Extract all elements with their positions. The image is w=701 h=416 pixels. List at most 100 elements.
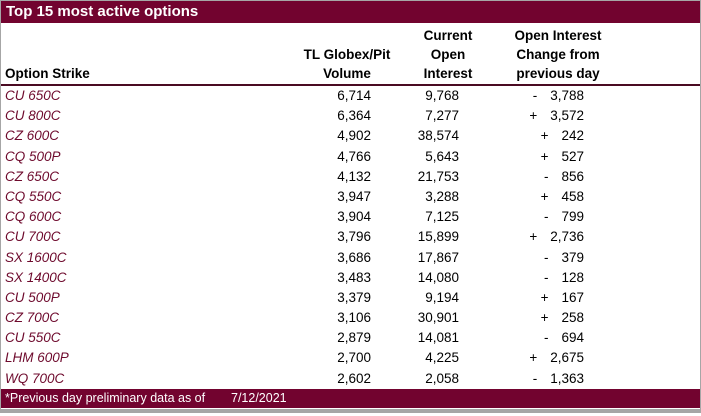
change-sign: + — [540, 289, 549, 305]
volume-header-line2: Volume — [323, 66, 371, 81]
change-value: 3,788 — [550, 88, 584, 103]
row-spacer — [623, 126, 700, 146]
open-interest-cell: 14,081 — [417, 330, 459, 346]
table-title: Top 15 most active options — [6, 3, 199, 20]
volume-cell: 3,379 — [337, 289, 371, 305]
change-value: 167 — [561, 289, 584, 305]
option-strike-cell: CQ 600C — [5, 209, 62, 225]
change-value: 128 — [561, 269, 584, 285]
open-interest-cell: 21,753 — [417, 168, 459, 184]
table-row: CU 650C 6,714 9,768 - 3,788 — [1, 86, 700, 106]
option-strike-cell: SX 1600C — [5, 249, 67, 265]
change-value: 2,736 — [550, 229, 584, 245]
oi-change-header-line1: Open Interest — [514, 28, 602, 43]
volume-cell: 3,947 — [337, 188, 371, 204]
option-strike-cell: CU 500P — [5, 289, 60, 305]
option-strike-cell: CU 800C — [5, 108, 61, 124]
volume-cell: 4,766 — [337, 148, 371, 164]
header-divider-line — [1, 84, 700, 86]
row-spacer — [623, 268, 700, 288]
row-spacer — [623, 227, 700, 247]
table-row: CU 800C 6,364 7,277 + 3,572 — [1, 106, 700, 126]
oi-change-cell: + 242 — [493, 126, 623, 146]
row-spacer — [623, 187, 700, 207]
footer-date: 7/12/2021 — [231, 390, 287, 405]
change-value: 799 — [561, 209, 584, 225]
row-spacer — [623, 106, 700, 126]
oi-change-cell: + 2,675 — [493, 348, 623, 368]
open-interest-cell: 9,194 — [425, 289, 459, 305]
table-row: WQ 700C 2,602 2,058 - 1,363 — [1, 369, 700, 389]
oi-change-cell: - 3,788 — [493, 86, 623, 106]
table-row: CQ 500P 4,766 5,643 + 527 — [1, 147, 700, 167]
oi-change-header-line3: previous day — [516, 66, 600, 81]
oi-change-cell: - 694 — [493, 328, 623, 348]
change-value: 3,572 — [550, 108, 584, 124]
change-sign: + — [529, 350, 538, 366]
oi-change-header-line2: Change from — [516, 47, 600, 62]
row-spacer — [623, 167, 700, 187]
table-row: CZ 650C 4,132 21,753 - 856 — [1, 167, 700, 187]
footer-note: *Previous day preliminary data as of — [5, 390, 206, 405]
oi-change-cell: + 527 — [493, 147, 623, 167]
volume-cell: 6,714 — [337, 88, 371, 103]
volume-cell: 3,686 — [337, 249, 371, 265]
option-strike-cell: CZ 650C — [5, 168, 60, 184]
table-row: CU 500P 3,379 9,194 + 167 — [1, 288, 700, 308]
open-interest-cell: 7,277 — [425, 108, 459, 124]
volume-cell: 2,879 — [337, 330, 371, 346]
table-row: CZ 600C 4,902 38,574 + 242 — [1, 126, 700, 146]
change-value: 527 — [561, 148, 584, 164]
row-spacer — [623, 248, 700, 268]
oi-change-cell: + 3,572 — [493, 106, 623, 126]
volume-cell: 6,364 — [337, 108, 371, 124]
oi-change-cell: - 799 — [493, 207, 623, 227]
change-sign: - — [532, 88, 538, 103]
open-interest-cell: 7,125 — [425, 209, 459, 225]
change-value: 458 — [561, 188, 584, 204]
volume-cell: 2,602 — [337, 370, 371, 386]
volume-cell: 2,700 — [337, 350, 371, 366]
volume-cell: 3,904 — [337, 209, 371, 225]
oi-change-cell: - 1,363 — [493, 369, 623, 389]
row-spacer — [623, 348, 700, 368]
open-interest-cell: 2,058 — [425, 370, 459, 386]
oi-change-cell: + 258 — [493, 308, 623, 328]
option-strike-cell: CU 650C — [5, 88, 61, 103]
change-sign: + — [540, 188, 549, 204]
open-interest-cell: 3,288 — [425, 188, 459, 204]
change-sign: - — [543, 269, 549, 285]
row-spacer — [623, 369, 700, 389]
oi-change-cell: + 167 — [493, 288, 623, 308]
change-sign: - — [543, 249, 549, 265]
table-row: CU 550C 2,879 14,081 - 694 — [1, 328, 700, 348]
change-sign: + — [540, 128, 549, 144]
row-spacer — [623, 308, 700, 328]
option-strike-cell: CZ 600C — [5, 128, 60, 144]
change-sign: - — [543, 330, 549, 346]
change-value: 856 — [561, 168, 584, 184]
change-sign: - — [532, 370, 538, 386]
option-strike-cell: LHM 600P — [5, 350, 69, 366]
change-sign: + — [540, 148, 549, 164]
open-interest-cell: 14,080 — [417, 269, 459, 285]
option-strike-cell: CU 550C — [5, 330, 61, 346]
change-value: 1,363 — [550, 370, 584, 386]
table-row: SX 1600C 3,686 17,867 - 379 — [1, 248, 700, 268]
table-row: CQ 550C 3,947 3,288 + 458 — [1, 187, 700, 207]
column-header-option-strike: Option Strike — [1, 23, 291, 84]
oi-change-cell: + 2,736 — [493, 227, 623, 247]
table-row: SX 1400C 3,483 14,080 - 128 — [1, 268, 700, 288]
open-interest-cell: 38,574 — [417, 128, 459, 144]
change-sign: + — [540, 310, 549, 326]
volume-cell: 3,483 — [337, 269, 371, 285]
row-spacer — [623, 86, 700, 106]
oi-change-cell: - 856 — [493, 167, 623, 187]
volume-cell: 3,796 — [337, 229, 371, 245]
option-strike-cell: SX 1400C — [5, 269, 67, 285]
option-strike-label: Option Strike — [5, 66, 90, 81]
change-sign: + — [529, 229, 538, 245]
open-interest-cell: 5,643 — [425, 148, 459, 164]
